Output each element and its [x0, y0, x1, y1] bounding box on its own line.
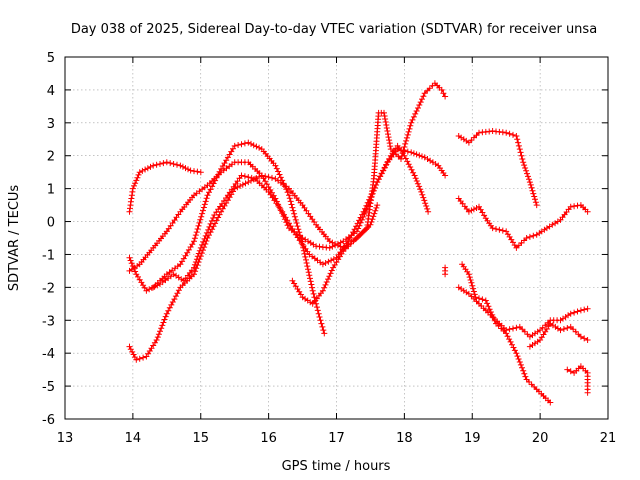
x-tick-label: 20 [532, 431, 549, 446]
data-point-markers [126, 159, 204, 215]
series-sat-f [289, 80, 449, 307]
x-tick-label: 13 [57, 431, 74, 446]
series-sat-j [459, 261, 554, 406]
grid [65, 57, 608, 419]
x-tick-label: 15 [192, 431, 209, 446]
x-tick-label: 19 [464, 431, 481, 446]
y-tick-label: -3 [42, 314, 55, 329]
series-sat-g [455, 128, 540, 209]
y-tick-label: -1 [42, 248, 55, 263]
series-sat-i [455, 284, 591, 340]
data-point-markers [455, 195, 591, 251]
x-tick-label: 21 [600, 431, 617, 446]
y-axis-label: SDTVAR / TECUs [7, 185, 22, 292]
y-tick-label: 3 [47, 117, 55, 132]
data-point-markers [526, 320, 591, 350]
data-point-markers [459, 261, 554, 406]
y-tick-label: -4 [42, 347, 55, 362]
y-tick-label: 4 [47, 84, 55, 99]
y-tick-label: -2 [42, 281, 55, 296]
x-tick-label: 16 [260, 431, 277, 446]
series-sat-k [526, 320, 591, 350]
series-sat-h [455, 195, 591, 251]
y-tick-label: 5 [47, 51, 55, 66]
x-tick-label: 14 [125, 431, 142, 446]
data-series [126, 80, 591, 406]
series-sat-e [150, 139, 328, 337]
y-tick-label: 0 [47, 216, 55, 231]
data-point-markers [289, 80, 449, 307]
chart-title: Day 038 of 2025, Sidereal Day-to-day VTE… [71, 22, 597, 37]
data-point-markers [455, 284, 591, 340]
x-tick-label: 17 [328, 431, 345, 446]
data-point-markers [150, 139, 328, 337]
y-tick-label: 1 [47, 183, 55, 198]
x-axis-label: GPS time / hours [282, 459, 391, 474]
series-sat-m [442, 264, 449, 278]
data-point-markers [442, 264, 449, 278]
series-sat-l [564, 363, 591, 396]
y-tick-label: -5 [42, 380, 55, 395]
data-point-markers [564, 363, 591, 396]
data-point-markers [455, 128, 540, 209]
x-tick-label: 18 [396, 431, 413, 446]
y-tick-label: 2 [47, 150, 55, 165]
series-sat-a [126, 159, 204, 215]
y-tick-label: -6 [42, 413, 55, 428]
series-sat-c [126, 142, 432, 294]
data-point-markers [126, 142, 432, 294]
